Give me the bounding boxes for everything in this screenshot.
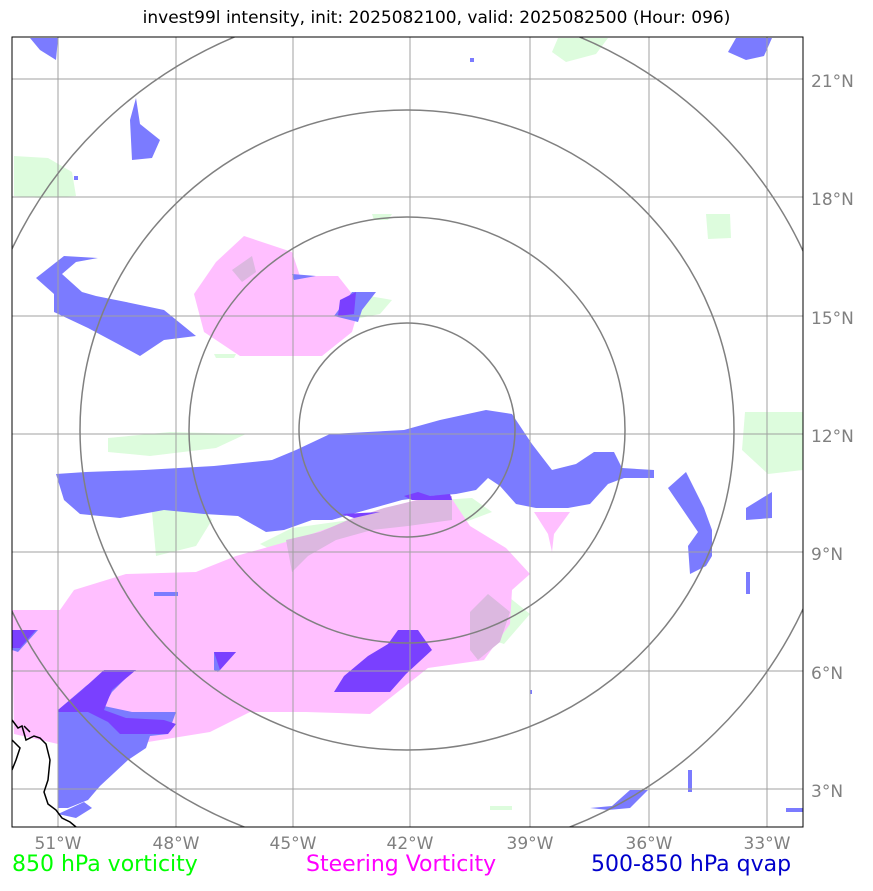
lat-tick-label: 12°N — [811, 427, 854, 447]
range-ring-2 — [188, 216, 626, 644]
lon-tick-label: 33°W — [744, 834, 791, 854]
lat-tick-label: 18°N — [811, 190, 854, 210]
gridlines — [12, 37, 803, 827]
lon-tick-label: 36°W — [626, 834, 673, 854]
map-title: invest99l intensity, init: 2025082100, v… — [142, 8, 731, 28]
lon-tick-label: 45°W — [270, 834, 317, 854]
lon-tick-label: 39°W — [507, 834, 554, 854]
coastline-inland — [12, 739, 21, 771]
lat-tick-label: 9°N — [811, 545, 843, 565]
legend-steering-vorticity: Steering Vorticity — [306, 852, 497, 877]
lat-tick-label: 6°N — [811, 664, 843, 684]
range-rings — [12, 37, 803, 827]
lat-tick-label: 15°N — [811, 309, 854, 329]
legend-qvap: 500-850 hPa qvap — [591, 852, 792, 877]
map-frame — [11, 36, 804, 828]
legend-850-vorticity: 850 hPa vorticity — [12, 852, 198, 877]
lon-tick-label: 48°W — [153, 834, 200, 854]
range-ring-1 — [298, 322, 516, 538]
lon-tick-label: 42°W — [387, 834, 434, 854]
range-ring-3 — [79, 109, 735, 751]
lat-tick-label: 21°N — [811, 72, 854, 92]
steering-qvap-overlap — [12, 292, 452, 734]
steering-vorticity-fill — [12, 236, 570, 744]
lat-tick-labels: 3°N 6°N 9°N 12°N 15°N 18°N 21°N — [811, 72, 854, 802]
coastline — [12, 719, 77, 827]
lon-tick-label: 51°W — [35, 834, 82, 854]
lon-tick-labels: 51°W 48°W 45°W 42°W 39°W 36°W 33°W — [35, 834, 791, 854]
lat-tick-label: 3°N — [811, 782, 843, 802]
